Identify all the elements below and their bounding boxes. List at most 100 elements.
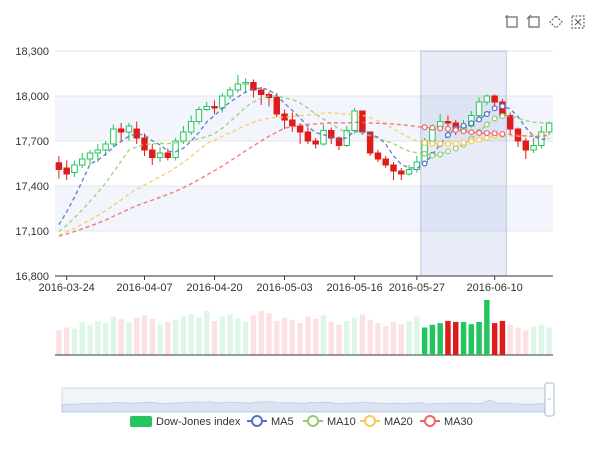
rect-select-icon[interactable] [505, 15, 518, 28]
candle-body [296, 125, 304, 133]
legend-marker-ma[interactable] [424, 415, 436, 427]
legend-label-ma5[interactable]: MA5 [271, 416, 294, 428]
polygon-select-icon[interactable] [526, 14, 540, 28]
legend-label-ma20[interactable]: MA20 [384, 416, 413, 428]
volume-bar [79, 322, 85, 355]
legend-label-ma30[interactable]: MA30 [444, 416, 473, 428]
candle-body [250, 82, 257, 91]
candle-body [506, 115, 514, 130]
candle-body [102, 143, 109, 151]
legend-label-dow-jones[interactable]: Dow-Jones index [156, 416, 241, 428]
ma30-line-marker [483, 130, 490, 137]
x-tick-label: 2016-04-20 [186, 282, 242, 294]
ma5-line-marker [444, 132, 451, 139]
volume-bar [445, 320, 451, 355]
candle-body [234, 83, 242, 91]
volume-bar [126, 322, 132, 355]
volume-bar [149, 318, 155, 355]
x-tick-label: 2016-06-10 [467, 282, 523, 294]
brush-area[interactable] [420, 50, 507, 277]
volume-bar [437, 323, 443, 355]
candle-body [79, 158, 86, 166]
legend-marker-ma[interactable] [364, 415, 376, 427]
ma20-line-marker [452, 140, 459, 147]
volume-bar [530, 326, 537, 355]
candle-body [413, 161, 421, 170]
ma5-line-marker [476, 116, 483, 123]
candle-body [304, 131, 312, 142]
y-tick-label: 17,700 [15, 136, 49, 148]
volume-bar [281, 317, 288, 355]
candle-body [405, 169, 413, 175]
ma5-line-marker [421, 160, 428, 167]
volume-bar [266, 313, 272, 355]
ma10-line-marker [429, 152, 436, 159]
volume-bar [390, 322, 397, 355]
ma30-line-marker [491, 130, 498, 137]
grid-band [55, 186, 553, 231]
candle-body [491, 95, 498, 103]
legend-marker-ma[interactable] [251, 415, 263, 427]
ma30-line-marker [452, 126, 459, 133]
legend-swatch-dow-jones[interactable] [130, 416, 152, 427]
candle-body [242, 82, 249, 85]
volume-bar [515, 327, 521, 355]
volume-bar [328, 322, 334, 355]
candle-body [94, 149, 102, 154]
legend-label-ma10[interactable]: MA10 [327, 416, 356, 428]
ma30-line-marker [444, 125, 451, 132]
volume-bar [133, 317, 140, 355]
candle-body [444, 121, 452, 124]
volume-bar [499, 320, 506, 355]
candle-body [203, 106, 210, 110]
ma10-line-marker [452, 145, 459, 152]
volume-bar [491, 323, 498, 355]
ma20-line-marker [476, 136, 483, 143]
clear-select-icon[interactable] [571, 15, 585, 29]
keep-select-icon[interactable] [549, 15, 563, 29]
volume-bar [180, 316, 187, 355]
x-tick-label: 2016-05-03 [256, 282, 312, 294]
volume-bar [63, 327, 70, 355]
volume-bar [188, 313, 194, 355]
volume-bar [320, 315, 327, 355]
candle-body [273, 97, 280, 115]
ma30-line-marker [499, 130, 506, 137]
y-tick-label: 18,000 [15, 91, 49, 103]
ma5-line [58, 87, 550, 226]
candle-body [125, 125, 133, 133]
ma5-line-marker [460, 122, 467, 129]
volume-bar [546, 327, 552, 355]
volume-bar [414, 316, 420, 355]
volume-bar [297, 323, 303, 355]
volume-bar [406, 320, 412, 355]
volume-bar [95, 320, 101, 355]
ma30-line-marker [437, 125, 444, 132]
volume-bar [523, 330, 529, 355]
y-tick-label: 16,800 [15, 271, 49, 283]
ma20-line-marker [437, 140, 444, 147]
candle-body [211, 106, 218, 109]
candle-body [86, 152, 94, 160]
candle-body [530, 145, 537, 151]
candle-body [475, 101, 483, 116]
ma10-line-marker [491, 115, 498, 122]
volume-bar [227, 314, 233, 355]
legend-marker-ma[interactable] [307, 415, 319, 427]
volume-bar [351, 317, 358, 355]
volume-bar [468, 324, 475, 355]
volume-bar [453, 322, 459, 355]
ma10-line-marker [421, 150, 428, 157]
ma30-line-marker [460, 128, 467, 135]
volume-bar [274, 320, 280, 355]
ma5-line-marker [483, 110, 490, 117]
candle-body [63, 167, 70, 175]
volume-bar [375, 323, 381, 355]
candle-body [382, 158, 389, 166]
volume-bar [157, 324, 163, 355]
candle-body [335, 137, 343, 146]
ma20-line-marker [468, 138, 475, 145]
volume-bar [165, 322, 171, 355]
ma20-line-marker [421, 139, 428, 146]
candle-body [195, 109, 203, 122]
